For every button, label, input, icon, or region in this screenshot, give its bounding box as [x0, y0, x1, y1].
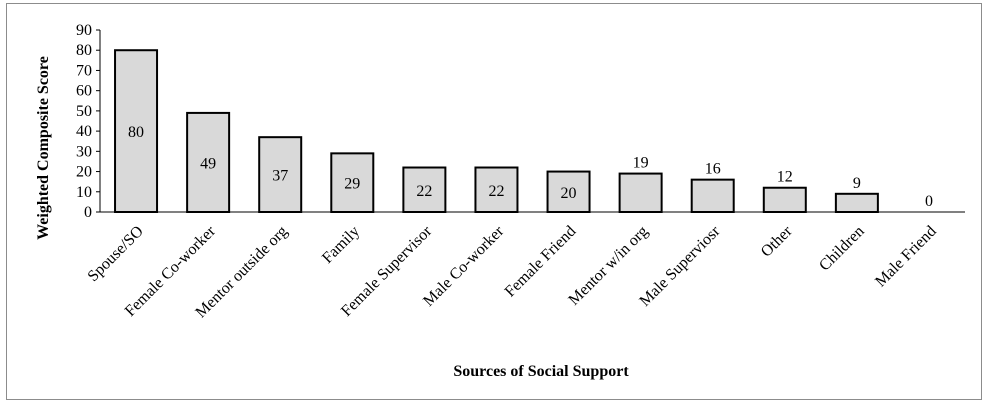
x-category-label: Family — [319, 223, 363, 267]
y-tick-label: 50 — [76, 103, 92, 120]
data-label: 22 — [416, 183, 432, 200]
data-label: 20 — [561, 185, 577, 202]
x-axis-title: Sources of Social Support — [453, 363, 629, 380]
bar — [258, 136, 303, 213]
x-category-label: Children — [816, 223, 868, 275]
data-label: 22 — [488, 183, 504, 200]
bar — [618, 172, 663, 213]
data-label: 19 — [633, 155, 649, 172]
x-category-label: Other — [758, 222, 796, 260]
y-tick-label: 10 — [76, 184, 92, 201]
bar — [546, 170, 591, 213]
y-tick-label: 60 — [76, 83, 92, 100]
data-label: 9 — [853, 175, 861, 192]
bars: 80 49 37 29 22 22 20 19 16 12 9 0 — [114, 49, 933, 214]
y-tick-label: 40 — [76, 123, 92, 140]
x-category-label: Male Friend — [872, 223, 940, 291]
y-axis-ticks: 0 10 20 30 40 50 60 70 80 90 — [76, 22, 100, 221]
data-label: 0 — [925, 193, 933, 210]
bar — [402, 166, 447, 213]
bar — [762, 186, 807, 214]
y-tick-label: 90 — [76, 22, 92, 39]
data-label: 80 — [128, 124, 144, 141]
y-tick-label: 70 — [76, 62, 92, 79]
y-tick-label: 80 — [76, 42, 92, 59]
data-label: 12 — [777, 169, 793, 186]
data-label: 49 — [200, 155, 216, 172]
y-tick-label: 0 — [84, 204, 92, 221]
bar — [834, 192, 879, 214]
bar — [186, 111, 231, 213]
x-category-label: Female Friend — [502, 223, 580, 301]
data-label: 37 — [272, 168, 288, 185]
y-tick-label: 30 — [76, 143, 92, 160]
x-category-label: Spouse/SO — [85, 223, 147, 285]
bar — [330, 152, 375, 214]
y-axis-title: Weighted Composite Score — [35, 56, 52, 240]
data-label: 16 — [705, 161, 721, 178]
bar — [690, 178, 735, 213]
bar — [114, 49, 159, 213]
data-label: 29 — [344, 176, 360, 193]
bar — [474, 166, 519, 213]
y-tick-label: 20 — [76, 164, 92, 181]
